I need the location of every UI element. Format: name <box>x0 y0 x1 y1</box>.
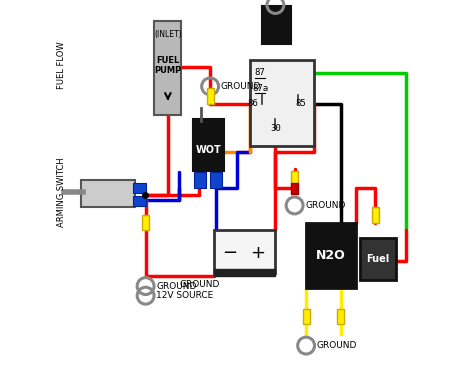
Text: +: + <box>251 245 265 262</box>
Bar <box>210 172 222 188</box>
Bar <box>291 183 298 194</box>
Bar <box>303 309 310 324</box>
Text: GROUND: GROUND <box>179 280 220 289</box>
Text: Fuel: Fuel <box>366 254 390 264</box>
Text: ARMING SWITCH: ARMING SWITCH <box>56 157 65 227</box>
Bar <box>337 309 344 324</box>
Text: GROUND: GROUND <box>317 341 357 350</box>
Bar <box>133 196 146 206</box>
Bar <box>207 88 214 104</box>
Bar <box>291 171 298 186</box>
Bar <box>250 60 314 146</box>
Bar <box>193 119 224 171</box>
Text: 86: 86 <box>247 99 258 108</box>
Text: 85: 85 <box>295 99 306 108</box>
Bar <box>306 223 356 288</box>
Bar <box>372 207 379 223</box>
Text: WOT: WOT <box>195 145 221 155</box>
Text: 87a: 87a <box>252 84 268 93</box>
Text: FUEL
PUMP: FUEL PUMP <box>154 56 182 75</box>
Bar <box>262 6 291 44</box>
Bar <box>82 180 135 207</box>
Text: −: − <box>222 245 237 262</box>
Bar <box>194 172 206 188</box>
Text: GROUND: GROUND <box>156 281 197 291</box>
Text: N2O: N2O <box>316 249 346 262</box>
Text: 30: 30 <box>270 124 281 133</box>
Bar <box>214 269 275 276</box>
Text: FUEL FLOW: FUEL FLOW <box>56 41 65 89</box>
Bar <box>155 21 182 115</box>
Text: 12V SOURCE: 12V SOURCE <box>156 291 214 300</box>
Bar <box>214 230 275 273</box>
Text: GROUND: GROUND <box>221 82 261 91</box>
Text: (INLET): (INLET) <box>154 30 182 39</box>
Bar <box>360 238 396 280</box>
Text: GROUND: GROUND <box>305 201 346 210</box>
Bar <box>142 215 149 230</box>
Text: 87: 87 <box>255 68 265 78</box>
Bar <box>133 183 146 193</box>
